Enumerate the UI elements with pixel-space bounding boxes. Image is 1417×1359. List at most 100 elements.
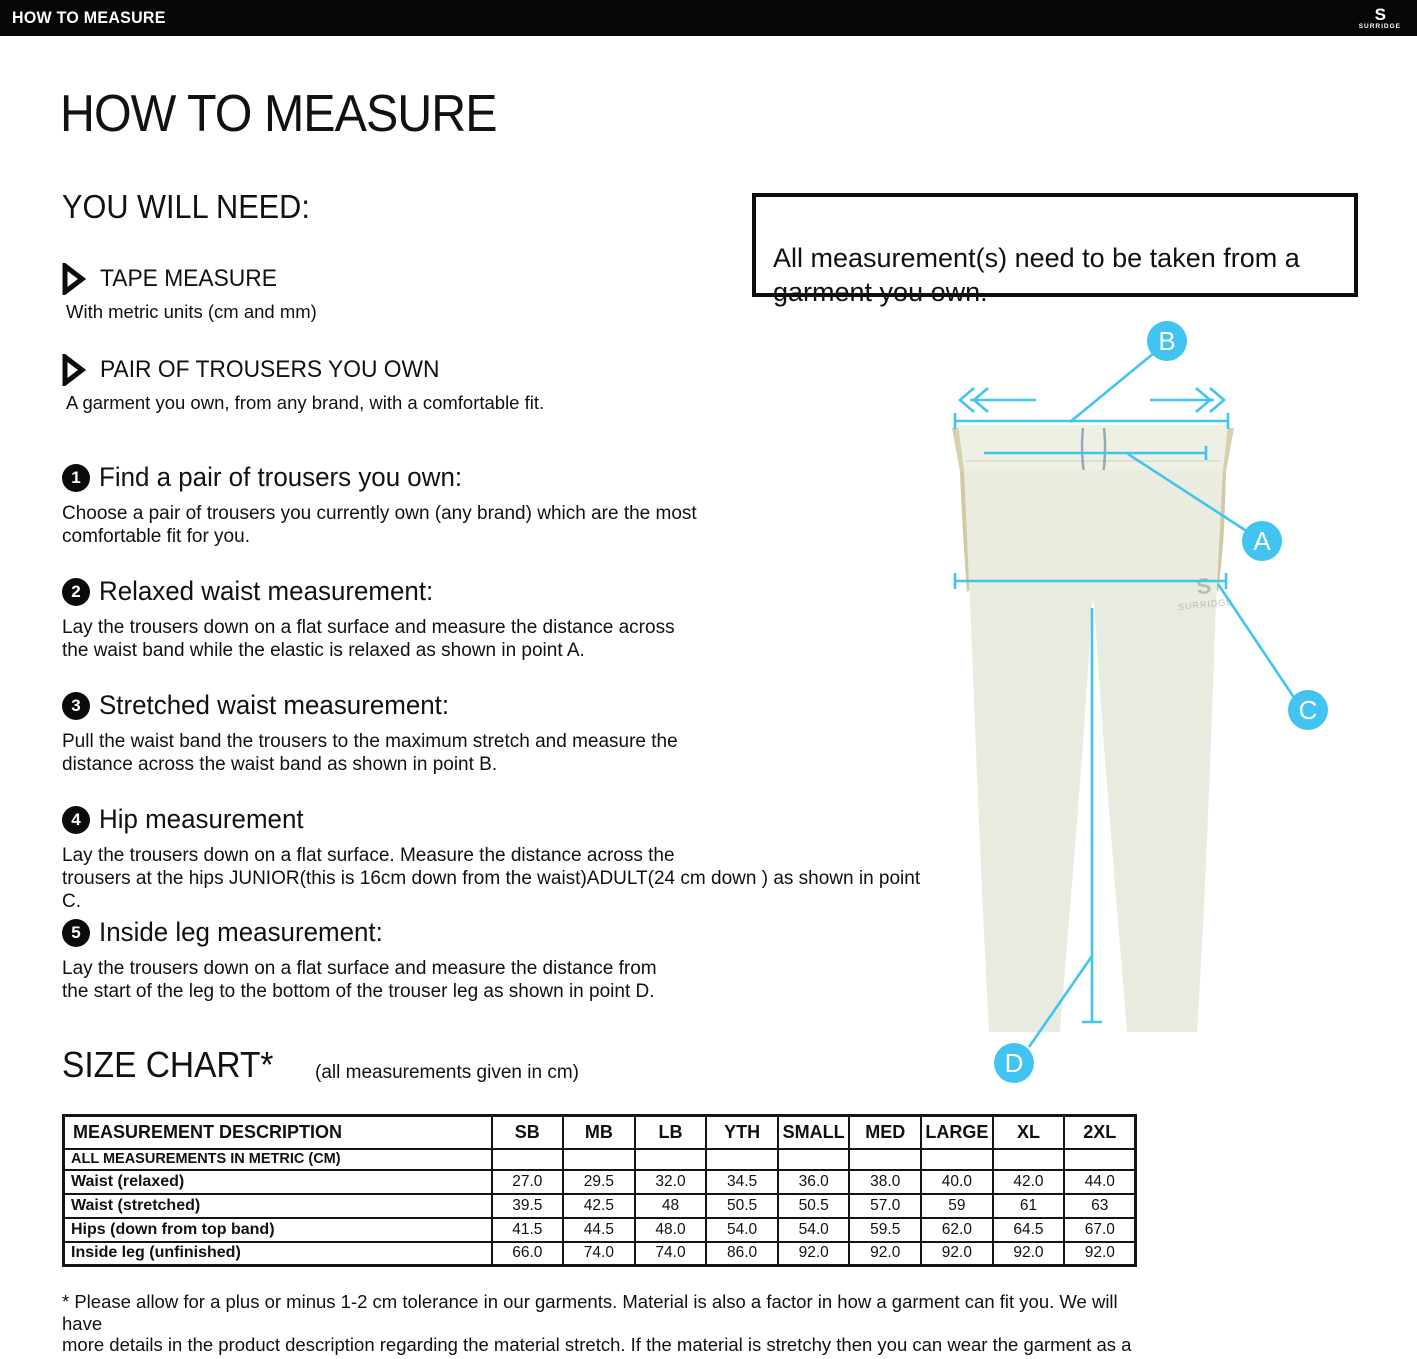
leader-c	[1216, 583, 1297, 700]
column-header-size: LARGE	[920, 1114, 994, 1150]
value-cell: 41.5	[490, 1216, 565, 1243]
footnote: * Please allow for a plus or minus 1-2 c…	[62, 1291, 1132, 1359]
value-cell: 40.0	[920, 1168, 994, 1195]
value-cell: 48	[633, 1192, 708, 1219]
metric-note-row: ALL MEASUREMENTS IN METRIC (CM)	[62, 1147, 1137, 1171]
value-cell: 62.0	[920, 1216, 994, 1243]
step-heading: Inside leg measurement:	[99, 917, 383, 947]
step-heading: Hip measurement	[99, 804, 304, 834]
leader-d	[1027, 955, 1094, 1048]
column-header-size: MB	[562, 1114, 636, 1150]
you-will-need-heading: YOU WILL NEED:	[62, 188, 310, 225]
tool-item-trousers: PAIR OF TROUSERS YOU OWN A garment you o…	[62, 354, 544, 414]
step-heading: Stretched waist measurement:	[99, 690, 450, 720]
step-body: Lay the trousers down on a flat surface …	[62, 617, 675, 661]
empty-cell	[705, 1147, 779, 1171]
row-label-cell: Hips (down from top band)	[62, 1216, 493, 1243]
table-header-row: MEASUREMENT DESCRIPTION SB MB LB YTH SMALL MED…	[62, 1114, 1137, 1150]
value-cell: 74.0	[633, 1240, 708, 1267]
value-cell: 32.0	[633, 1168, 708, 1195]
tool-item-tape-measure: TAPE MEASURE With metric units (cm and m…	[62, 263, 317, 323]
brand-logo: S SURRIDGE	[1359, 6, 1401, 31]
trousers-seat	[964, 470, 1223, 606]
step-heading: Relaxed waist measurement:	[99, 576, 434, 606]
size-chart-subheading: (all measurements given in cm)	[315, 1062, 579, 1083]
triangle-bullet-icon	[62, 354, 86, 386]
column-header-size: LB	[633, 1114, 708, 1150]
point-badge-a	[1242, 521, 1282, 561]
value-cell: 92.0	[991, 1240, 1066, 1267]
leader-a	[1127, 452, 1249, 534]
waistband	[958, 425, 1228, 470]
value-cell: 74.0	[562, 1240, 636, 1267]
step-heading: Find a pair of trousers you own:	[99, 462, 463, 492]
point-badge-d	[994, 1043, 1034, 1083]
surridge-s-icon: S	[1374, 4, 1386, 24]
column-header-size: 2XL	[1063, 1114, 1137, 1150]
triangle-bullet-icon	[62, 263, 86, 295]
step-1: 1 Find a pair of trousers you own: Choos…	[62, 462, 942, 548]
step-number-badge: 5	[62, 918, 90, 947]
value-cell: 50.5	[776, 1192, 851, 1219]
step-number-badge: 4	[62, 805, 90, 834]
empty-cell	[920, 1147, 994, 1171]
column-header-size: SMALL	[776, 1114, 851, 1150]
value-cell: 59	[920, 1192, 994, 1219]
value-cell: 36.0	[776, 1168, 851, 1195]
step-3: 3 Stretched waist measurement: Pull the …	[62, 690, 942, 776]
step-5: 5 Inside leg measurement: Lay the trouse…	[62, 917, 942, 1003]
tool-description: A garment you own, from any brand, with …	[66, 392, 545, 413]
table-row: Hips (down from top band) 41.5 44.5 48.0 54.…	[62, 1216, 1137, 1243]
measurement-lines	[953, 351, 1297, 1048]
size-chart-heading: SIZE CHART*	[62, 1044, 274, 1085]
value-cell: 29.5	[562, 1168, 636, 1195]
value-cell: 44.5	[562, 1216, 636, 1243]
note-box: All measurement(s) need to be taken from…	[752, 193, 1358, 307]
leg-gap	[1060, 602, 1127, 1032]
row-label-cell: Waist (stretched)	[62, 1192, 493, 1219]
step-body: Lay the trousers down on a flat surface …	[62, 958, 657, 1002]
value-cell: 54.0	[705, 1216, 779, 1243]
metric-note-cell: ALL MEASUREMENTS IN METRIC (CM)	[62, 1147, 493, 1171]
value-cell: 57.0	[848, 1192, 923, 1219]
value-cell: 50.5	[705, 1192, 779, 1219]
empty-cell	[776, 1147, 851, 1171]
tool-label: PAIR OF TROUSERS YOU OWN	[100, 356, 440, 383]
value-cell: 39.5	[490, 1192, 565, 1219]
value-cell: 59.5	[848, 1216, 923, 1243]
row-label-cell: Inside leg (unfinished)	[62, 1240, 493, 1267]
value-cell: 63	[1063, 1192, 1137, 1219]
row-label-cell: Waist (relaxed)	[62, 1168, 493, 1195]
topbar-title: HOW TO MEASURE	[12, 8, 166, 27]
point-badge-c	[1288, 690, 1328, 730]
step-body: Lay the trousers down on a flat surface.…	[62, 845, 921, 912]
trousers-left-leg	[970, 600, 1092, 1032]
step-4: 4 Hip measurement Lay the trousers down …	[62, 804, 942, 913]
value-cell: 38.0	[848, 1168, 923, 1195]
table-row: Waist (relaxed) 27.0 29.5 32.0 34.5 36.0 38.0 4…	[62, 1168, 1137, 1195]
note-text: All measurement(s) need to be taken from…	[773, 243, 1300, 307]
value-cell: 92.0	[920, 1240, 994, 1267]
value-cell: 92.0	[776, 1240, 851, 1267]
step-body: Pull the waist band the trousers to the …	[62, 731, 678, 775]
point-badge-b	[1147, 321, 1187, 361]
table-row: Inside leg (unfinished) 66.0 74.0 74.0 86.0 9…	[62, 1240, 1137, 1267]
step-number-badge: 1	[62, 463, 90, 492]
column-header-size: SB	[490, 1114, 565, 1150]
size-table: MEASUREMENT DESCRIPTION SB MB LB YTH SMALL MED…	[62, 1114, 1138, 1267]
tool-label: TAPE MEASURE	[100, 265, 277, 292]
value-cell: 67.0	[1063, 1216, 1137, 1243]
value-cell: 27.0	[490, 1168, 565, 1195]
column-header-description: MEASUREMENT DESCRIPTION	[62, 1114, 493, 1150]
value-cell: 48.0	[633, 1216, 708, 1243]
point-label-c: C	[1299, 695, 1318, 725]
table-row: Waist (stretched) 39.5 42.5 48 50.5 50.5 57.0 5…	[62, 1192, 1137, 1219]
top-bar: HOW TO MEASURE S SURRIDGE	[0, 0, 1417, 36]
column-header-size: MED	[848, 1114, 923, 1150]
column-header-size: XL	[991, 1114, 1066, 1150]
trousers-diagram: S SURRIDGE	[928, 300, 1370, 1100]
tool-description: With metric units (cm and mm)	[66, 301, 317, 322]
empty-cell	[1063, 1147, 1137, 1171]
brand-name: SURRIDGE	[1358, 22, 1401, 30]
